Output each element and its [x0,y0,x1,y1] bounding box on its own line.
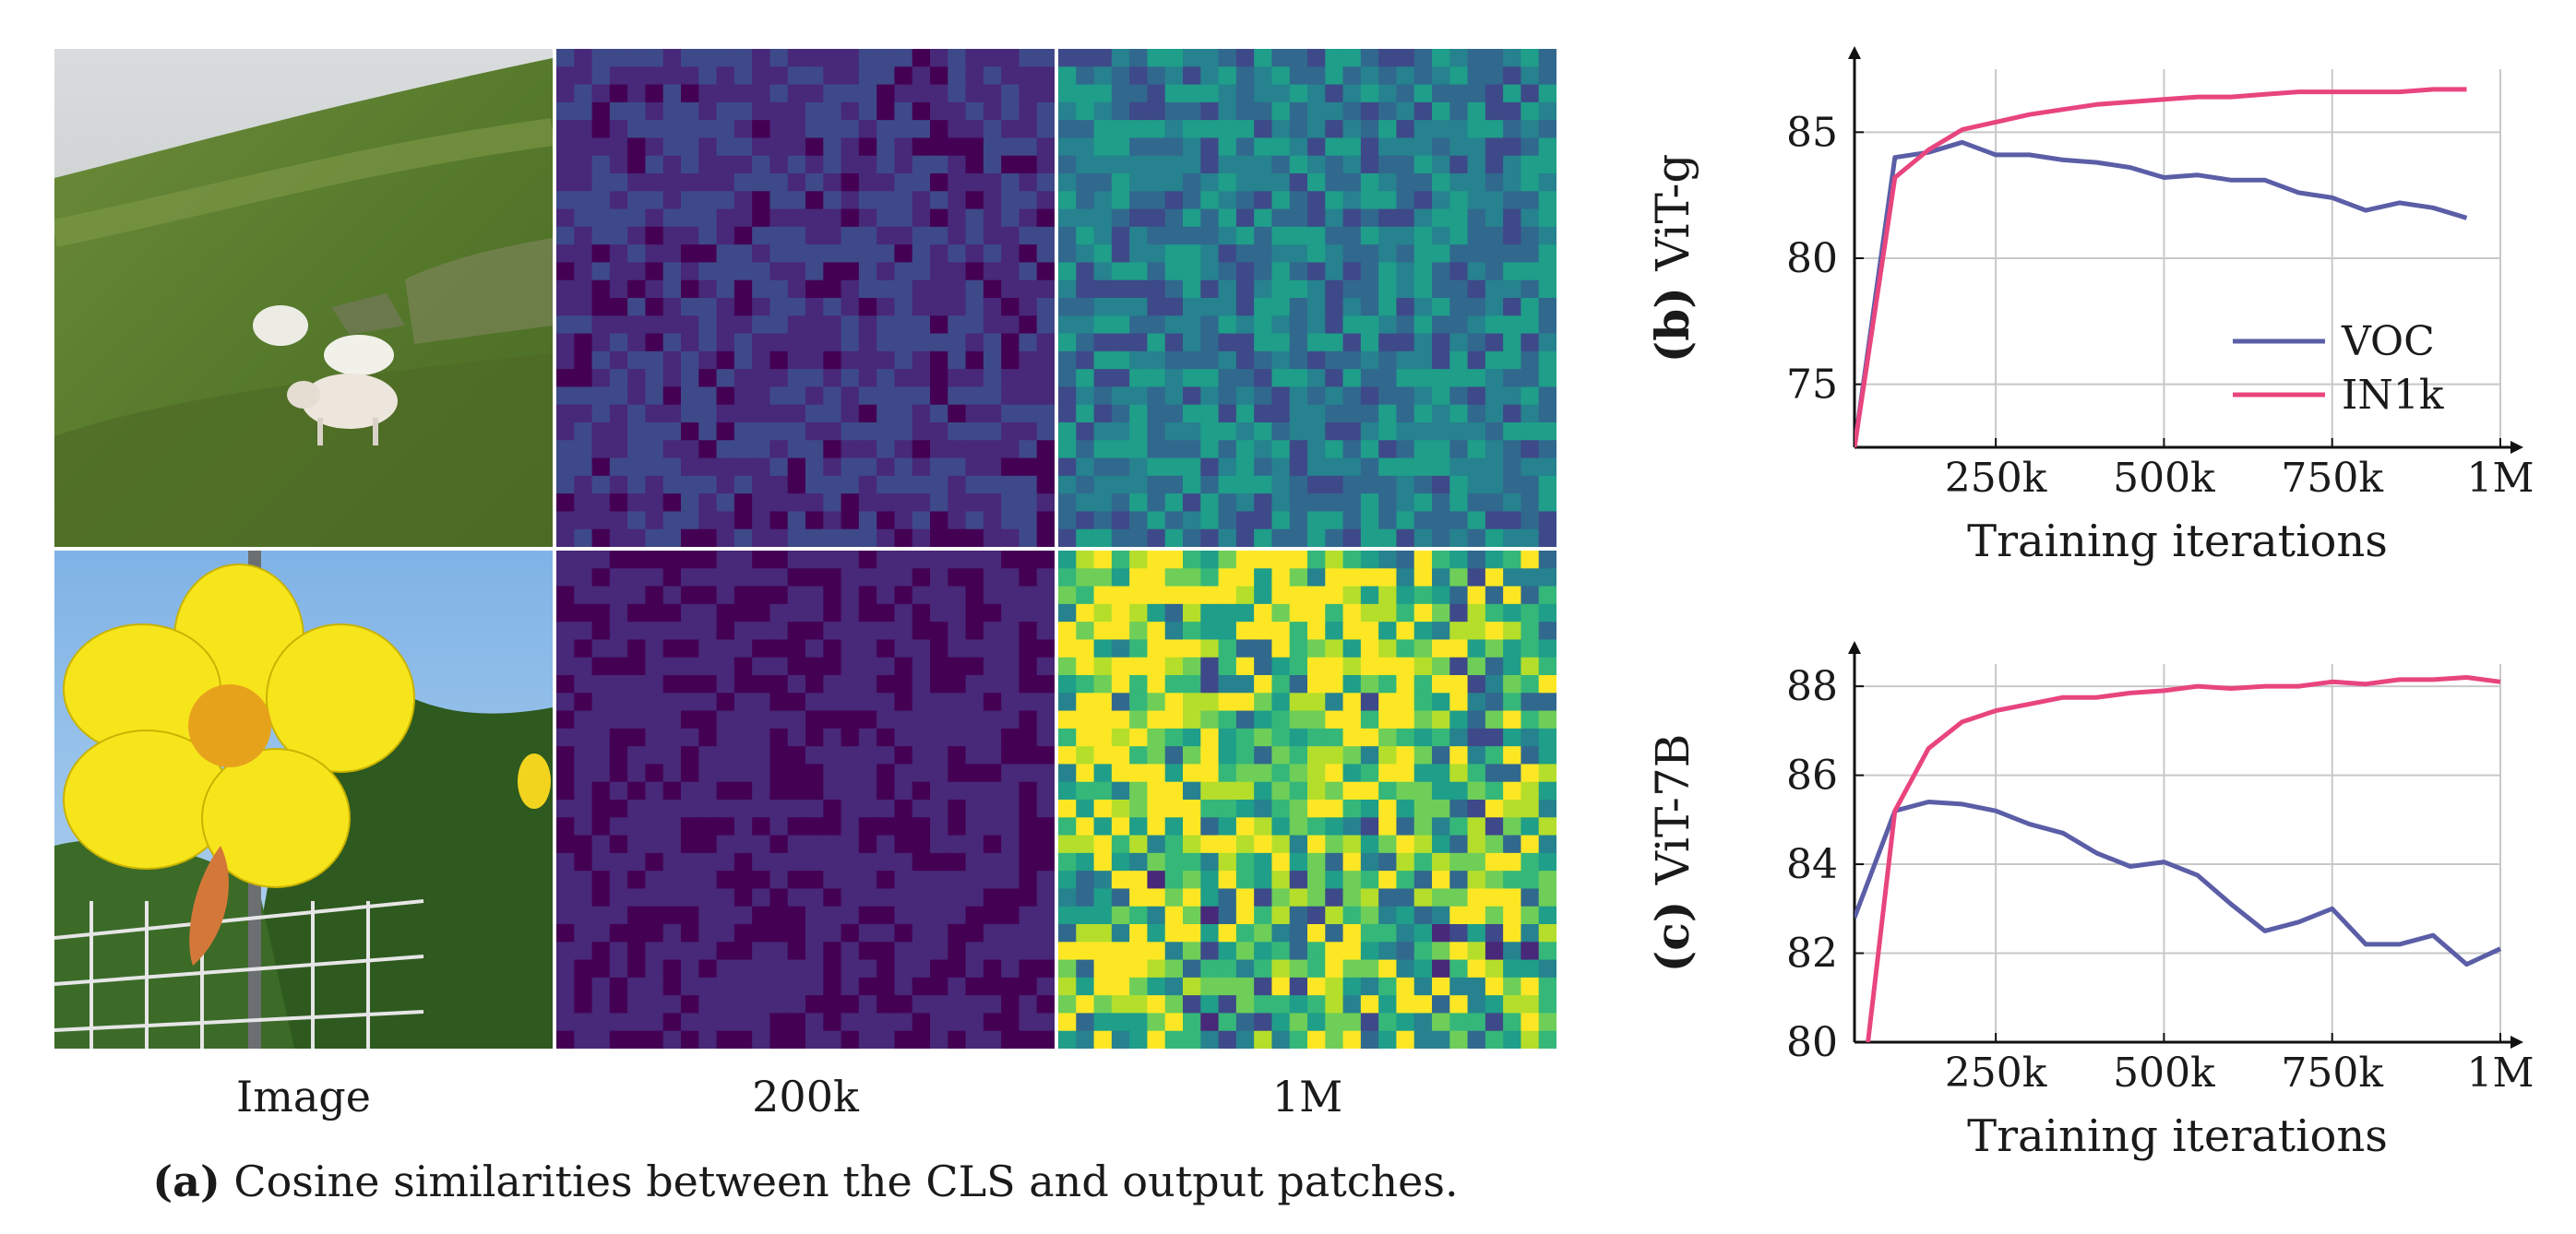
chart-b-xlabel: Training iterations [1967,516,2388,567]
chart-b-xtick-label: 250k [1945,455,2047,502]
image-sheep [54,49,553,547]
similarity-map-sheep-200k [556,49,1055,547]
chart-b-ytick-label: 80 [1786,235,1838,282]
chart-c-y-arrow [1848,641,1861,654]
chart-b-ytick-label: 75 [1786,362,1838,409]
similarity-map-sheep-1m [1058,49,1556,547]
chart-c-ytick-label: 80 [1786,1019,1838,1066]
column-label-200k: 200k [752,1072,859,1121]
similarity-grid [54,49,1556,1052]
chart-b-legend-label-voc: VOC [2341,318,2435,365]
chart-c-ytick-label: 82 [1786,931,1838,978]
chart-c-xtick-label: 750k [2281,1050,2383,1097]
chart-c-ytick-label: 88 [1786,663,1838,710]
chart-c-ytick-label: 84 [1786,841,1838,888]
chart-b-legend-label-in1k: IN1k [2342,372,2444,419]
chart-c-xtick-label: 500k [2113,1050,2215,1097]
column-label-image: Image [236,1072,371,1121]
caption-a-prefix: (a) [152,1157,221,1206]
similarity-map-flower-200k [556,551,1055,1049]
chart-b-y-arrow [1848,46,1861,59]
chart-b-xtick-label: 750k [2281,455,2383,502]
image-flower [54,551,553,1049]
chart-c-x-arrow [2510,1036,2523,1049]
caption-a-text: Cosine similarities between the CLS and … [233,1157,1459,1206]
chart-b-ytick-label: 85 [1786,109,1838,156]
caption-a: (a) Cosine similarities between the CLS … [0,1157,1611,1206]
chart-c-panel-name: ViT-7B [1646,734,1699,886]
chart-c-xlabel: Training iterations [1967,1110,2388,1162]
chart-b-xtick-label: 1M [2466,455,2534,502]
chart-b-panel-name: ViT-g [1646,154,1699,272]
chart-c-panel-label: (c) ViT-7B [1645,734,1699,973]
chart-b-series-voc [1854,139,2468,447]
chart-c-panel-prefix: (c) [1645,884,1699,972]
chart-c-xtick-label: 1M [2466,1050,2534,1097]
chart-c-series-voc [1854,800,2502,967]
chart-b-x-arrow [2510,441,2523,454]
chart-b-panel-label: (b) ViT-g [1645,154,1699,363]
chart-b-series-in1k [1854,87,2467,447]
chart-c-xtick-label: 250k [1945,1050,2047,1097]
chart-vit-g: 250k 500k 750k 1M 75 80 85 Training iterations (… [1633,37,2576,609]
column-label-1m: 1M [1271,1072,1343,1121]
chart-b-xtick-label: 500k [2113,455,2215,502]
chart-vit-7b: 250k 500k 750k 1M 80 82 84 86 88 Training iterati… [1633,632,2576,1194]
chart-c-ytick-label: 86 [1786,753,1838,800]
chart-b-panel-prefix: (b) [1645,271,1699,363]
chart-c-series-in1k [1866,675,2501,1042]
similarity-map-flower-1m [1058,551,1556,1049]
